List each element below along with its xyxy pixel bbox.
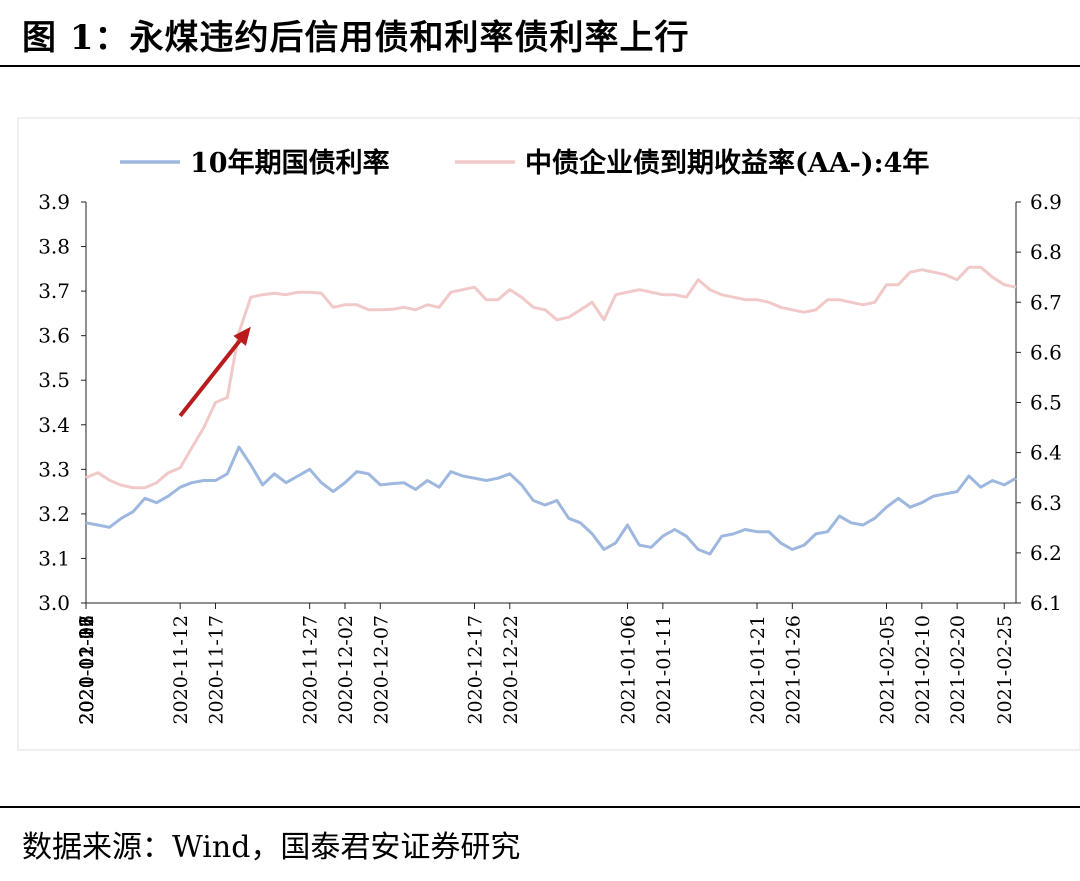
y-left-tick-label: 3.3 (38, 457, 70, 481)
y-left-tick-label: 3.1 (38, 546, 70, 570)
series-line-treasury-10y (85, 445, 1017, 556)
chart-frame (17, 117, 1080, 751)
x-tick-label: 2021-01-11 (653, 615, 675, 725)
y-left-tick-label: 3.6 (38, 324, 70, 348)
x-tick-label: 2021-02-10 (912, 615, 934, 725)
x-tick-label: 2021-01-16 (76, 615, 98, 725)
y-left-tick-label: 3.5 (38, 368, 70, 392)
top-rule (0, 65, 1080, 67)
x-tick-label: 2020-12-07 (370, 615, 392, 725)
y-right-tick-label: 6.6 (1030, 340, 1062, 364)
x-tick-label: 2021-01-26 (782, 615, 804, 725)
x-tick-label: 2020-11-12 (170, 615, 192, 725)
y-right-tick-label: 6.9 (1030, 190, 1062, 214)
x-tick-label: 2020-12-27 (76, 615, 98, 725)
y-right-tick-label: 6.7 (1030, 290, 1062, 314)
x-tick-label: 2020-11-22 (76, 615, 98, 725)
x-tick-label: 2020-12-17 (464, 615, 486, 725)
x-tick-label: 2021-01-21 (747, 615, 769, 725)
x-tick-label: 2021-01-31 (76, 615, 98, 725)
x-tick-label: 2020-12-02 (335, 615, 357, 725)
y-right-tick-label: 6.1 (1030, 591, 1062, 615)
line-chart: 10年期国债利率 中债企业债到期收益率(AA-):4年 3.93.83.73.63… (17, 117, 1080, 751)
x-tick-label: 2021-01-01 (76, 615, 98, 725)
source-note: 数据来源：Wind，国泰君安证券研究 (22, 830, 521, 865)
x-tick-label: 2020-12-12 (76, 615, 98, 725)
x-tick-label: 2020-11-17 (205, 615, 227, 725)
x-tick-label: 2020-11-27 (300, 615, 322, 725)
annotation (178, 326, 251, 418)
x-tick-label: 2021-02-20 (947, 615, 969, 725)
x-tick-label: 2021-02-25 (994, 615, 1016, 725)
x-tick-label: 2020-12-22 (500, 615, 522, 725)
legend-label: 中债企业债到期收益率(AA-):4年 (525, 147, 929, 179)
bottom-rule (0, 806, 1080, 808)
y-left-tick-label: 3.0 (38, 591, 70, 615)
y-left-tick-label: 3.9 (38, 190, 70, 214)
axes: 3.9 3.8 3.7 3.6 3.5 3.4 3.3 3.2 3.1 3.0 6.9 6.8 6.7 6… (38, 190, 1062, 725)
y-right-tick-label: 6.2 (1030, 541, 1062, 565)
x-tick-label: 2021-02-05 (877, 615, 899, 725)
y-right-tick-label: 6.8 (1030, 240, 1062, 264)
legend: 10年期国债利率 中债企业债到期收益率(AA-):4年 (120, 147, 929, 179)
x-tick-label: 2021-01-06 (618, 615, 640, 725)
y-left-tick-label: 3.8 (38, 235, 70, 259)
y-left-tick-label: 3.2 (38, 502, 70, 526)
x-tick-label: 2020-11-07 (76, 615, 98, 725)
legend-label: 10年期国债利率 (190, 147, 390, 179)
y-right-tick-label: 6.4 (1030, 441, 1062, 465)
series-lines (85, 265, 1017, 556)
figure-title: 图 1：永煤违约后信用债和利率债利率上行 (22, 18, 690, 58)
x-tick-label: 2021-02-15 (76, 615, 98, 725)
series-line-corp-aa-minus-4y (85, 265, 1017, 490)
y-left-tick-label: 3.7 (38, 279, 70, 303)
y-right-tick-label: 6.5 (1030, 391, 1062, 415)
y-left-tick-label: 3.4 (38, 413, 70, 437)
x-tick-label: 2020-11-02 (76, 615, 98, 725)
arrow-head (233, 326, 251, 346)
y-right-tick-label: 6.3 (1030, 491, 1062, 515)
arrow-shaft (178, 339, 242, 418)
